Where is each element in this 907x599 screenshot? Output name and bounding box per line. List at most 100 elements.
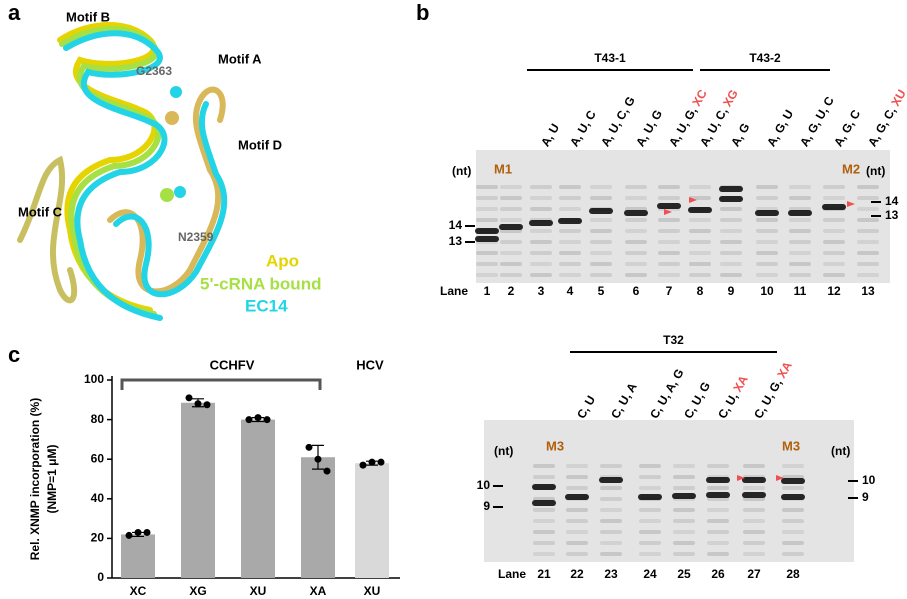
gel-band [689,229,711,233]
gel-band [707,552,729,556]
gel-band [756,196,778,200]
gel-band [823,229,845,233]
lane-number: 1 [484,284,491,298]
gel-band [476,207,498,211]
gel-band [706,492,730,498]
panel-label: a [8,0,21,25]
size-label: 9 [483,499,490,513]
gel-band [590,251,612,255]
condition-nts: A, U, C, G [598,94,638,149]
gel-band [673,552,695,556]
gel-band [788,210,812,216]
residue-label: N2359 [178,230,214,244]
marker-label: M3 [782,438,800,453]
gel-band [533,464,555,468]
gel-band [639,464,661,468]
replicate-point [134,528,142,536]
gel-band [530,196,552,200]
legend-entry: Apo [266,251,299,270]
condition-nts: C, U, G, [751,374,786,421]
size-label: 10 [862,473,876,487]
gel-band [707,464,729,468]
gel-band [823,251,845,255]
lane-condition: A, G [728,121,752,149]
gel-band [673,519,695,523]
lane-number: 2 [508,284,515,298]
gel-band [625,240,647,244]
gel-band [500,251,522,255]
gel-band [720,240,742,244]
gel-band [500,185,522,189]
lane-condition: C, U, G [681,379,713,421]
condition-nts: A, U, C, [697,102,732,149]
replicate-point [203,401,211,409]
y-tick-label: 100 [84,372,104,386]
gel-band [566,486,588,490]
lane-number: 3 [538,284,545,298]
marker-label: M2 [842,161,860,176]
gel-band [530,229,552,233]
lane-condition: C, U, A [608,380,640,421]
gel-band [600,530,622,534]
gel-band [559,207,581,211]
gel-band [782,552,804,556]
gel-band [743,552,765,556]
gel-band [530,262,552,266]
gel-band [476,185,498,189]
replicate-point [185,394,193,402]
gel-band [476,273,498,277]
nt-label: (nt) [866,164,885,178]
gel-band [600,541,622,545]
gel-band [658,262,680,266]
lane-number: 21 [537,567,551,581]
gel-band [566,464,588,468]
gel-band [625,185,647,189]
legend: Apo 5'-cRNA bound EC14 [200,251,321,315]
gel-band [782,464,804,468]
lane-number: 9 [728,284,735,298]
gel-band [823,218,845,222]
condition-nts: A, U, C [567,108,599,149]
y-tick-label: 60 [91,451,105,465]
lane-number: 23 [604,567,618,581]
gel-band [782,486,804,490]
condition-nts: C, U [574,393,598,421]
gel-band [857,273,879,277]
gel-band [559,240,581,244]
gel-band [600,508,622,512]
gel-band [559,196,581,200]
gel-band [689,196,711,200]
gel-band [756,229,778,233]
gel-band [559,185,581,189]
y-tick-label: 0 [97,570,104,584]
gel-band [500,218,522,222]
motif-label: Motif D [238,137,282,152]
condition-nts: A, G, C, [865,102,900,149]
gel-band [566,552,588,556]
gel-band [720,229,742,233]
lane-number: 7 [666,284,673,298]
gel-band [689,240,711,244]
gel-band [673,464,695,468]
gel-band [707,519,729,523]
gel-band [658,229,680,233]
arrowhead [776,475,784,481]
lane-number: 8 [697,284,704,298]
gel-band [530,185,552,189]
condition-nts: C, U, G [681,379,713,421]
lane-number: 13 [861,284,875,298]
replicate-point [314,455,322,463]
gel-band [756,273,778,277]
gel-band [533,541,555,545]
gel-band [823,185,845,189]
gel-band [590,273,612,277]
gel-band [625,262,647,266]
size-label: 14 [885,194,899,208]
size-label: 13 [449,234,463,248]
lane-header: Lane [498,567,526,581]
gel-band [600,519,622,523]
arrowhead [664,209,672,215]
gel-band [530,273,552,277]
gel-band [782,508,804,512]
condition-nts: A, G [728,121,752,149]
